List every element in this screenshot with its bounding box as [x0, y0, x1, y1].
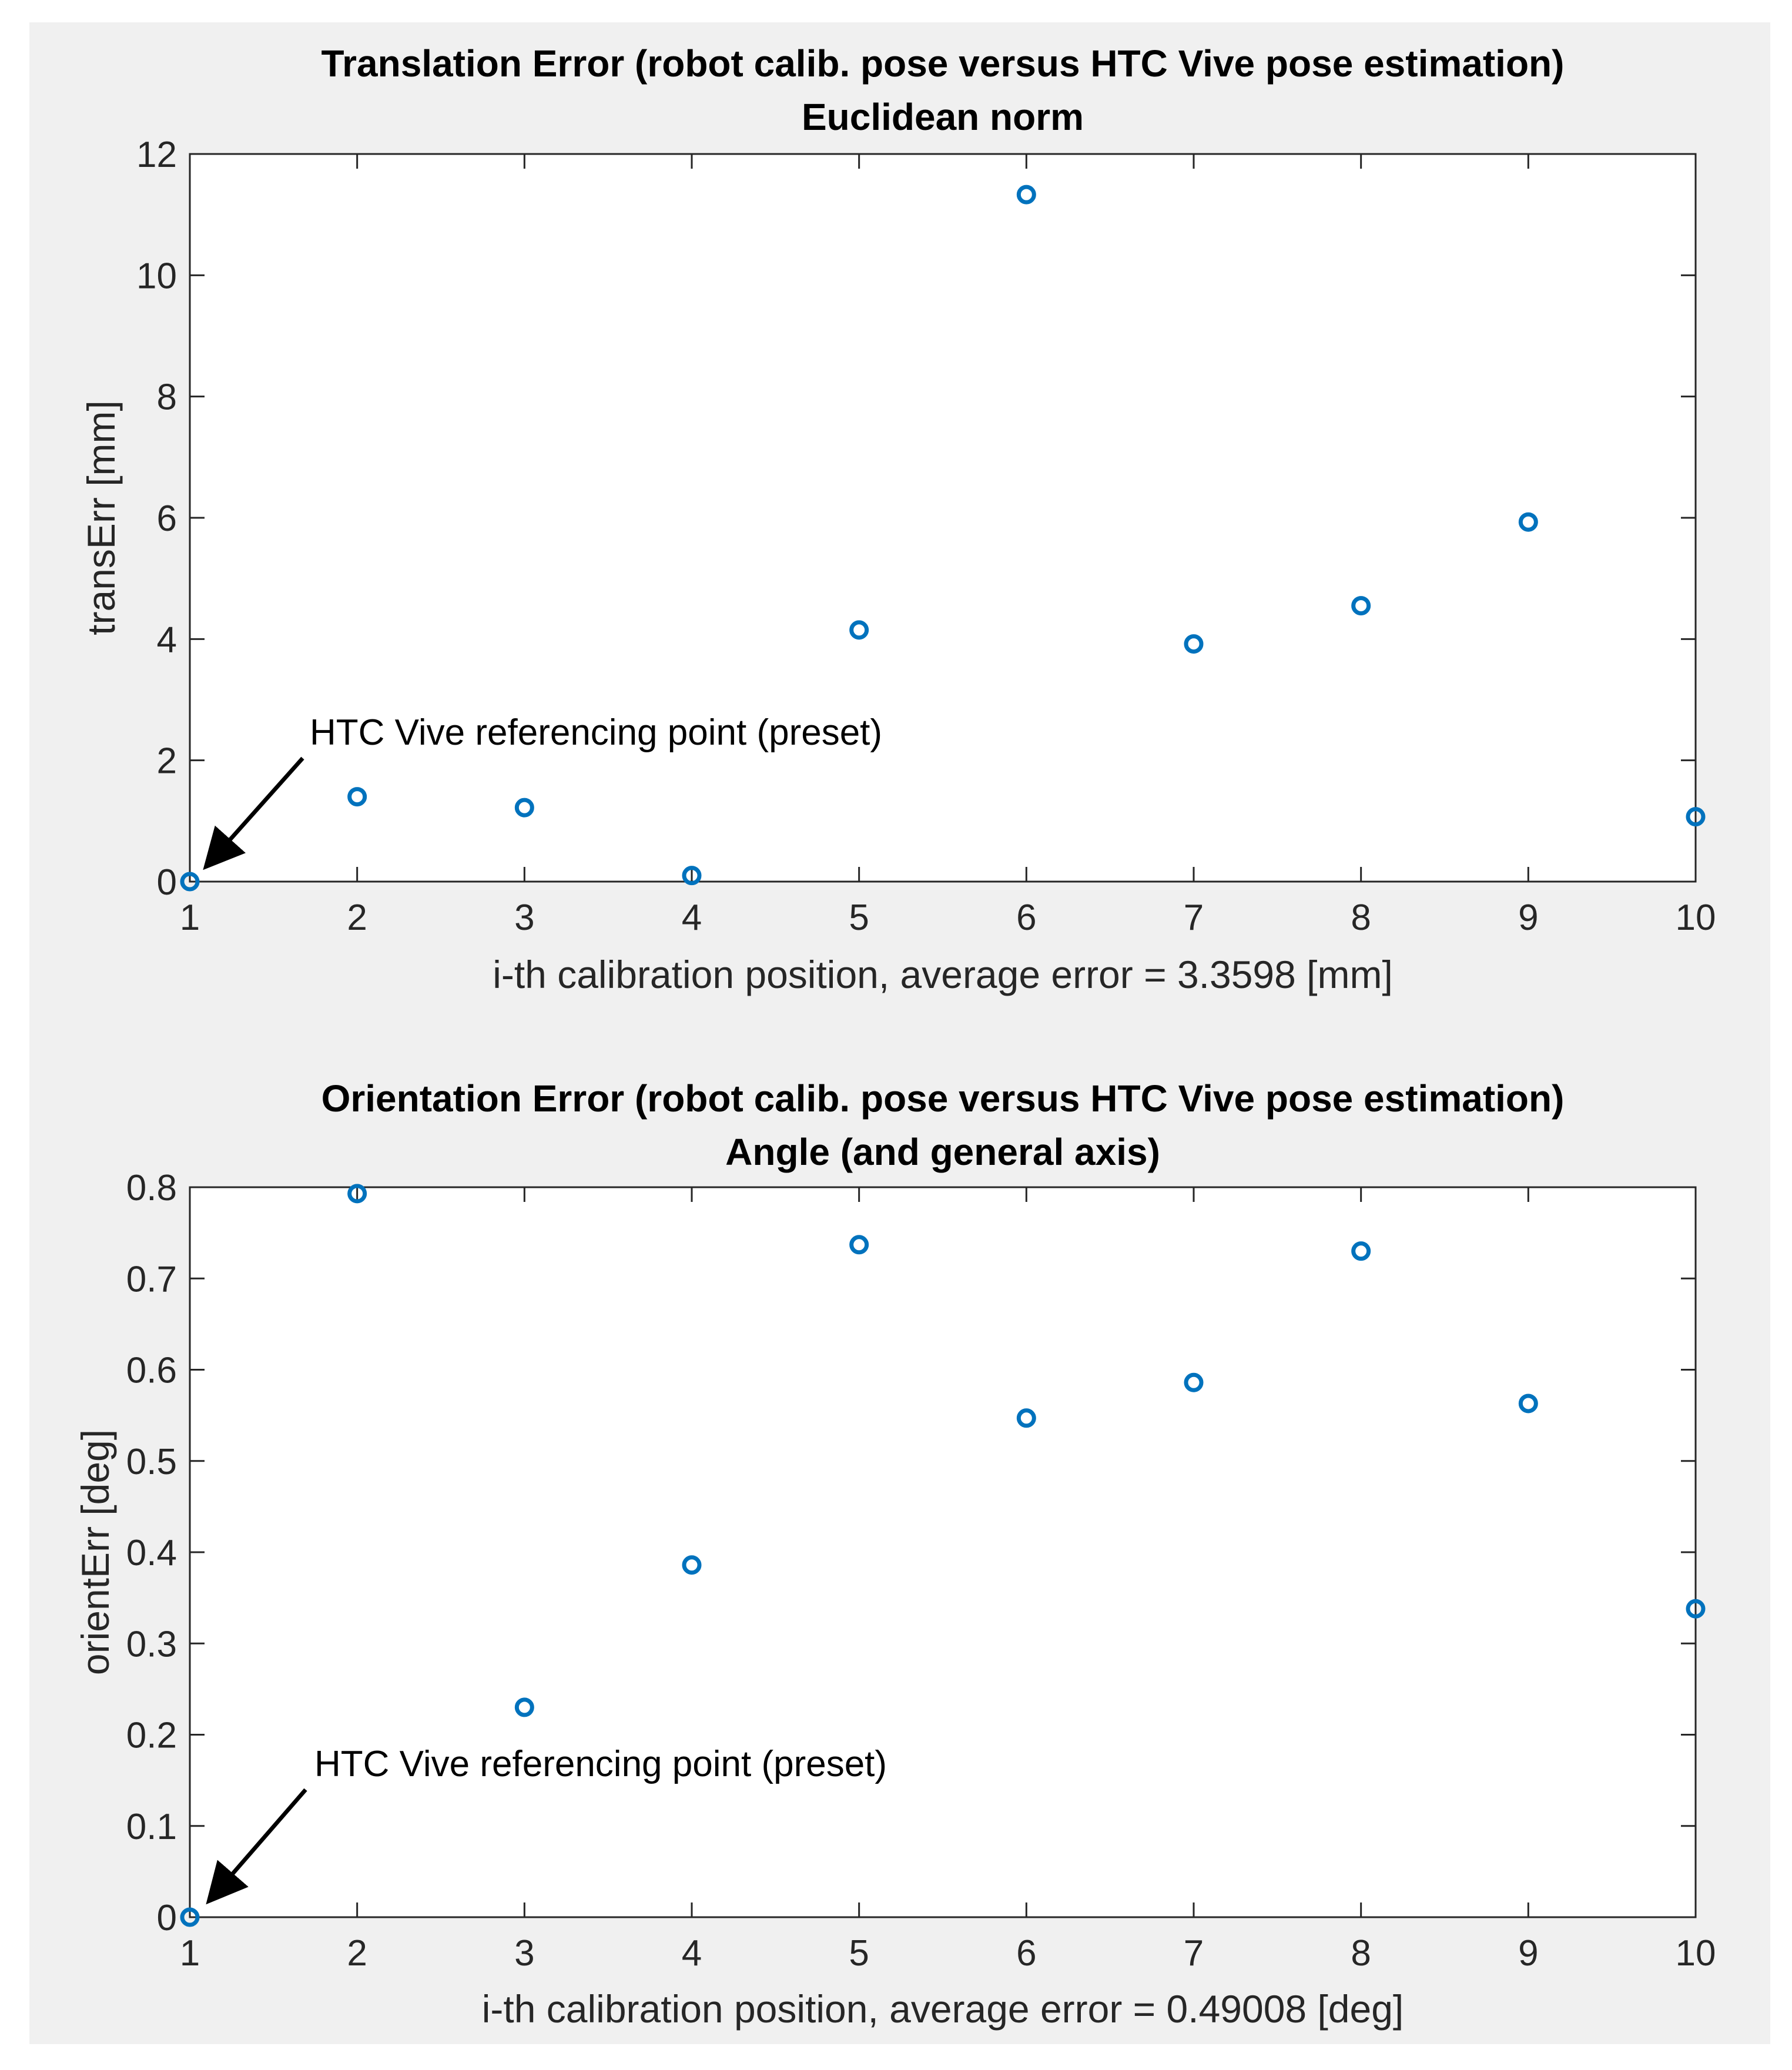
- x-tick-label: 7: [1184, 1933, 1204, 1974]
- data-point: [347, 787, 367, 807]
- x-tick-label: 2: [347, 897, 367, 938]
- x-tick-label: 1: [180, 897, 200, 938]
- tick-marks: [189, 153, 1697, 883]
- x-tick-label: 3: [514, 897, 534, 938]
- data-point: [1016, 1408, 1036, 1428]
- y-tick-labels: 0 0.1 0.2 0.3 0.4 0.5 0.6 0.7 0.8: [126, 1168, 177, 1938]
- x-tick-label: 7: [1184, 897, 1204, 938]
- x-axis-label: i-th calibration position, average error…: [493, 953, 1393, 996]
- annotation-text: HTC Vive referencing point (preset): [310, 712, 882, 753]
- data-point: [1351, 596, 1371, 616]
- chart-subtitle: Angle (and general axis): [725, 1131, 1160, 1173]
- y-tick-label: 0.6: [126, 1351, 177, 1391]
- x-tick-labels: 1 2 3 4 5 6 7 8 9 10: [180, 1933, 1716, 1974]
- y-axis-label: orientErr [deg]: [73, 1429, 117, 1675]
- data-point: [1686, 807, 1706, 827]
- y-tick-label: 0.8: [126, 1168, 177, 1208]
- data-point: [1016, 185, 1036, 205]
- data-point: [1518, 512, 1538, 532]
- plot-area: [189, 1186, 1697, 1918]
- x-tick-label: 10: [1676, 897, 1716, 938]
- plot-area: [189, 153, 1697, 883]
- y-tick-label: 2: [157, 741, 177, 782]
- y-tick-label: 0.1: [126, 1807, 177, 1847]
- x-axis-label: i-th calibration position, average error…: [482, 1987, 1404, 2031]
- annotation-arrow: [203, 756, 304, 870]
- data-point: [849, 620, 869, 640]
- chart-title: Translation Error (robot calib. pose ver…: [321, 42, 1565, 85]
- y-tick-labels: 0 2 4 6 8 10 12: [136, 135, 177, 903]
- x-tick-label: 8: [1351, 1933, 1371, 1974]
- x-tick-label: 6: [1016, 1933, 1036, 1974]
- y-tick-label: 0.4: [126, 1533, 177, 1573]
- x-tick-label: 3: [514, 1933, 534, 1974]
- data-point: [682, 866, 702, 886]
- data-point: [1351, 1241, 1371, 1261]
- data-point: [347, 1184, 367, 1204]
- chart-title: Orientation Error (robot calib. pose ver…: [321, 1077, 1565, 1120]
- x-tick-label: 1: [180, 1933, 200, 1974]
- y-tick-label: 8: [157, 377, 177, 418]
- y-tick-label: 0.3: [126, 1624, 177, 1664]
- y-tick-label: 0.2: [126, 1716, 177, 1756]
- data-point: [849, 1235, 869, 1255]
- y-tick-label: 12: [136, 135, 177, 175]
- y-tick-label: 10: [136, 256, 177, 296]
- x-tick-label: 4: [682, 897, 702, 938]
- data-point: [682, 1555, 702, 1575]
- data-point: [514, 798, 534, 818]
- y-tick-label: 0: [157, 1898, 177, 1938]
- x-tick-label: 5: [849, 1933, 869, 1974]
- data-point: [180, 872, 200, 892]
- y-axis-label: transErr [mm]: [79, 400, 123, 635]
- data-points: [180, 185, 1706, 892]
- orientation-error-chart: Orientation Error (robot calib. pose ver…: [73, 1077, 1716, 2031]
- x-tick-label: 9: [1518, 1933, 1538, 1974]
- tick-marks: [189, 1186, 1697, 1918]
- x-tick-label: 5: [849, 897, 869, 938]
- x-tick-label: 2: [347, 1933, 367, 1974]
- data-point: [180, 1907, 200, 1927]
- data-point: [1518, 1394, 1538, 1414]
- x-tick-label: 10: [1676, 1933, 1716, 1974]
- data-point: [1686, 1599, 1706, 1619]
- y-tick-label: 6: [157, 498, 177, 539]
- chart-subtitle: Euclidean norm: [802, 96, 1084, 138]
- x-tick-label: 8: [1351, 897, 1371, 938]
- y-tick-label: 0.7: [126, 1259, 177, 1299]
- x-tick-label: 6: [1016, 897, 1036, 938]
- y-tick-label: 0.5: [126, 1442, 177, 1482]
- y-tick-label: 4: [157, 619, 177, 660]
- annotation-text: HTC Vive referencing point (preset): [314, 1744, 887, 1784]
- data-point: [1184, 634, 1204, 654]
- x-tick-label: 4: [682, 1933, 702, 1974]
- data-points: [180, 1184, 1706, 1927]
- x-tick-label: 9: [1518, 897, 1538, 938]
- annotation-arrow: [206, 1788, 307, 1905]
- x-tick-labels: 1 2 3 4 5 6 7 8 9 10: [180, 897, 1716, 938]
- y-tick-label: 0: [157, 862, 177, 903]
- data-point: [1184, 1372, 1204, 1392]
- data-point: [514, 1697, 534, 1717]
- translation-error-chart: Translation Error (robot calib. pose ver…: [79, 42, 1716, 996]
